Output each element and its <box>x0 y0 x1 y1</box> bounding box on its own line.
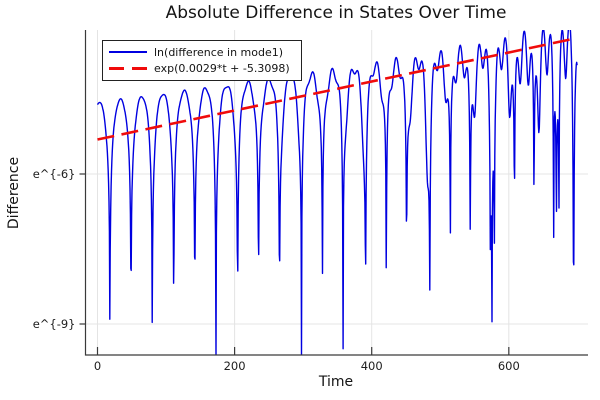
x-tick-label: 400 <box>360 359 383 373</box>
legend: ln(difference in mode1) exp(0.0029*t + -… <box>102 40 302 81</box>
legend-label: exp(0.0029*t + -5.3098) <box>154 61 290 75</box>
y-tick-label: e^{-9} <box>32 317 76 331</box>
x-tick-label: 0 <box>93 359 102 373</box>
x-tick-label: 600 <box>497 359 520 373</box>
axis-spines <box>84 30 588 356</box>
legend-entry-difference: ln(difference in mode1) <box>109 44 295 60</box>
legend-blue-line-swatch <box>109 50 147 54</box>
x-tick-label: 200 <box>223 359 246 373</box>
legend-label: ln(difference in mode1) <box>154 45 284 59</box>
x-axis-label: Time <box>318 374 354 390</box>
chart-title: Absolute Difference in States Over Time <box>165 3 507 23</box>
legend-red-dashed-swatch <box>109 66 147 70</box>
y-tick-label: e^{-6} <box>32 167 76 181</box>
red-fit-line <box>97 37 576 141</box>
legend-entry-fit: exp(0.0029*t + -5.3098) <box>109 60 295 76</box>
